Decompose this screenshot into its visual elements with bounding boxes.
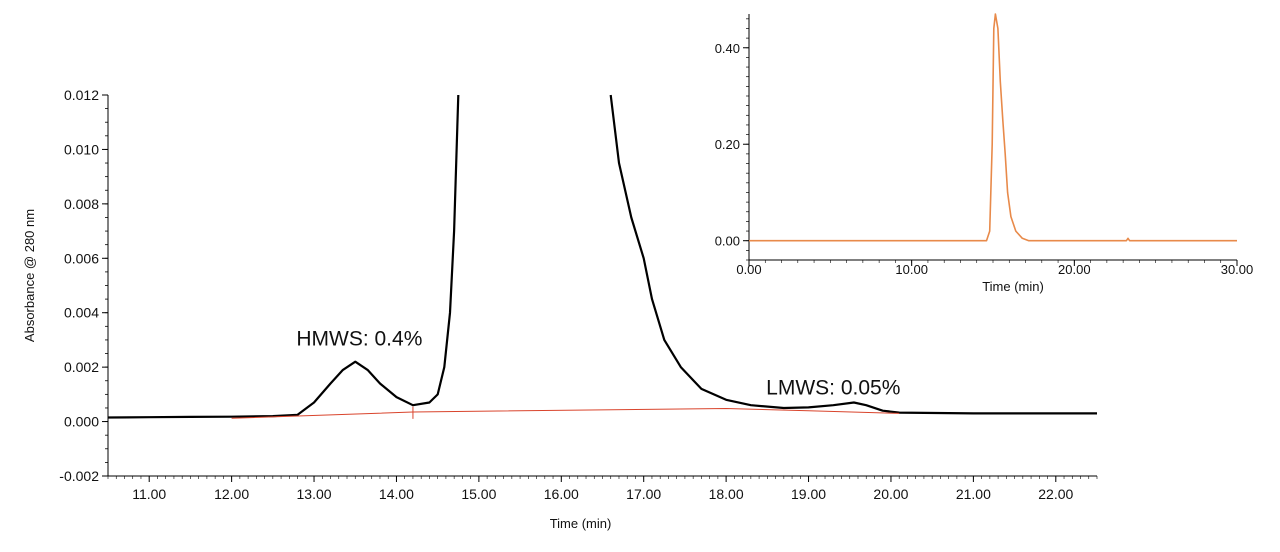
- y-tick-label: 0.012: [64, 87, 99, 103]
- x-axis-title: Time (min): [550, 516, 612, 531]
- main-chromatogram: -0.002 0.000 0.002 0.004 0.006 0.008 0.010 0.01…: [22, 87, 1098, 531]
- inset-y-tick-label: 0.40: [715, 41, 740, 56]
- peak-annotation: HMWS: 0.4%: [296, 327, 422, 350]
- y-tick-label: 0.002: [64, 359, 99, 375]
- x-tick-label: 13.00: [297, 486, 332, 502]
- x-tick-label: 20.00: [873, 486, 908, 502]
- inset-x-axis-title: Time (min): [982, 279, 1044, 294]
- chromatogram-trace: [107, 94, 460, 419]
- peak-annotation: LMWS: 0.05%: [766, 376, 900, 399]
- y-tick-label: 0.004: [64, 305, 99, 321]
- x-tick-label: 21.00: [956, 486, 991, 502]
- x-tick-label: 14.00: [379, 486, 414, 502]
- x-tick-label: 12.00: [214, 486, 249, 502]
- inset-x-tick-label: 10.00: [895, 262, 928, 277]
- inset-chromatogram-trace: [749, 13, 1237, 242]
- inset-x-tick-label: 20.00: [1058, 262, 1091, 277]
- inset-chromatogram: 0.00 0.20 0.40 0.00 10.00 20.00 30.00 Time (min…: [715, 13, 1254, 294]
- y-axis-title: Absorbance @ 280 nm: [22, 209, 37, 342]
- x-tick-label: 19.00: [791, 486, 826, 502]
- chromatogram-trace: [609, 94, 1097, 415]
- inset-y-tick-label: 0.20: [715, 137, 740, 152]
- x-tick-label: 22.00: [1038, 486, 1073, 502]
- inset-y-tick-label: 0.00: [715, 234, 740, 249]
- y-tick-label: 0.010: [64, 141, 99, 157]
- x-tick-label: 17.00: [626, 486, 661, 502]
- x-tick-label: 11.00: [132, 486, 166, 502]
- y-tick-label: 0.006: [64, 250, 99, 266]
- y-tick-label: -0.002: [59, 468, 99, 484]
- x-tick-label: 16.00: [544, 486, 579, 502]
- y-tick-label: 0.000: [64, 414, 99, 430]
- inset-x-tick-label: 0.00: [736, 262, 761, 277]
- x-tick-label: 18.00: [709, 486, 744, 502]
- inset-x-tick-label: 30.00: [1221, 262, 1254, 277]
- x-tick-label: 15.00: [461, 486, 496, 502]
- integration-baseline: [231, 408, 900, 419]
- y-tick-label: 0.008: [64, 196, 99, 212]
